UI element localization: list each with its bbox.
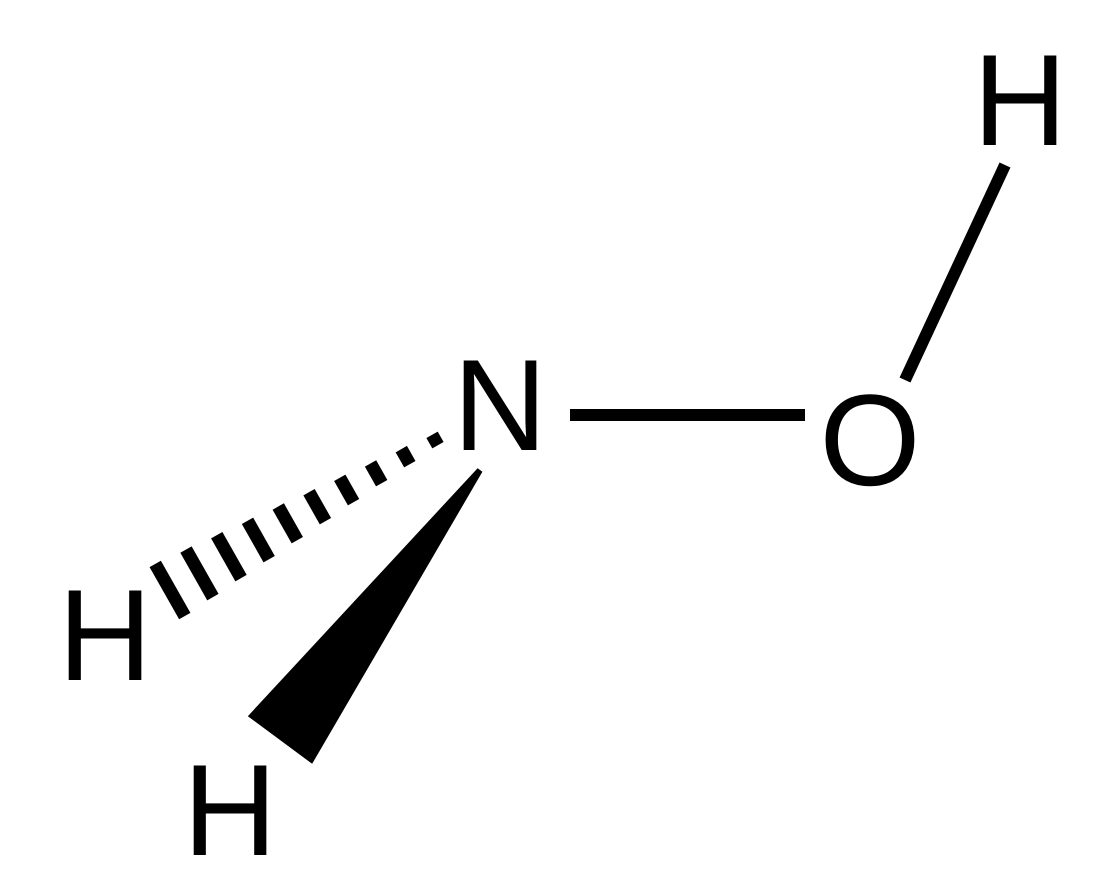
molecule-diagram: NOHHH — [0, 0, 1100, 885]
atom-H_OH: H — [973, 27, 1067, 173]
atom-H_wedge: H — [183, 737, 277, 883]
atoms-layer: NOHHH — [58, 27, 1067, 883]
atom-H_dash: H — [58, 562, 152, 708]
atom-O: O — [819, 367, 920, 513]
bond-O_H — [905, 165, 1005, 380]
atom-N: N — [453, 332, 547, 478]
